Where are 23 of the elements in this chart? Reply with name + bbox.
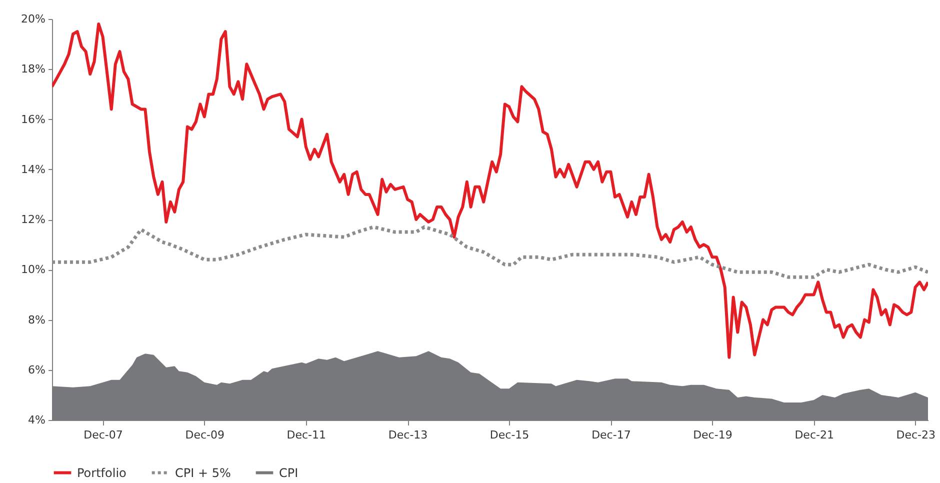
x-tick-label: Dec-07 — [84, 428, 123, 442]
line-series — [52, 225, 928, 279]
x-tick-label: Dec-21 — [794, 428, 834, 442]
y-tick-label: 12% — [21, 213, 46, 226]
y-tick-label: 10% — [21, 263, 46, 276]
x-tick-label: Dec-11 — [286, 428, 326, 442]
x-tick-label: Dec-13 — [388, 428, 428, 442]
x-tick-label: Dec-19 — [693, 428, 732, 442]
legend-label: Portfolio — [77, 466, 126, 480]
y-tick-label: 16% — [21, 112, 46, 126]
legend-label: CPI + 5% — [175, 466, 231, 480]
y-tick-label: 6% — [28, 363, 46, 376]
y-tick-label: 20% — [21, 12, 46, 26]
line-series — [52, 22, 928, 359]
y-tick-label: 8% — [28, 313, 46, 326]
y-tick-label: 14% — [21, 162, 46, 176]
x-tick-label: Dec-09 — [185, 428, 225, 442]
legend-label: CPI — [279, 466, 298, 480]
y-tick-label: 18% — [21, 62, 46, 76]
x-tick-label: Dec-17 — [592, 428, 631, 442]
x-tick-label: Dec-23 — [896, 428, 936, 442]
x-tick-label: Dec-15 — [490, 428, 530, 442]
y-tick-label: 4% — [28, 414, 46, 426]
